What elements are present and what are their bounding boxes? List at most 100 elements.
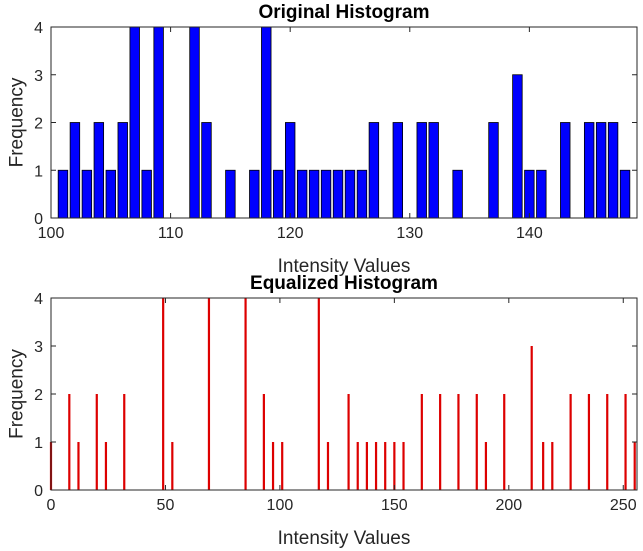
original-bar xyxy=(225,169,236,219)
original-bar xyxy=(583,122,595,219)
equalized-bar xyxy=(420,394,423,490)
equalized-bar xyxy=(95,394,98,490)
equalized-bar xyxy=(633,442,636,490)
equalized-bar xyxy=(347,394,350,490)
equalized-bar xyxy=(484,442,488,490)
original-bar xyxy=(201,122,212,219)
equalized-bar xyxy=(542,442,545,490)
equalized-histogram-plot: 0 50 100 150 200 250 0 1 2 3 4 Equalized Histogram… xyxy=(7,273,638,549)
original-bar xyxy=(452,169,463,219)
equalized-histogram-title: Equalized Histogram xyxy=(250,273,438,294)
equalized-y-tick-label: 2 xyxy=(34,387,43,404)
original-bar xyxy=(153,26,164,219)
original-y-tick-label: 2 xyxy=(34,116,43,133)
original-bar xyxy=(284,122,296,219)
original-y-tick-label: 4 xyxy=(34,20,43,37)
original-bar xyxy=(512,74,523,219)
original-bar xyxy=(344,169,356,219)
equalized-histogram-axes-box xyxy=(50,297,638,491)
equalized-x-tick-label: 100 xyxy=(267,497,294,514)
equalized-bar xyxy=(457,394,460,490)
equalized-bar xyxy=(402,442,405,490)
original-bar xyxy=(428,122,439,219)
equalized-x-tick-label: 0 xyxy=(47,497,56,514)
equalized-bar xyxy=(244,298,247,490)
equalized-bar xyxy=(439,394,442,490)
equalized-x-tick-label: 250 xyxy=(610,497,637,514)
original-y-tick-label: 1 xyxy=(34,163,43,180)
original-bar xyxy=(524,169,535,219)
original-y-tick-label: 3 xyxy=(34,68,43,85)
original-bar xyxy=(308,169,320,219)
equalized-bar xyxy=(123,394,126,490)
equalized-histogram-xlabel: Intensity Values xyxy=(278,528,411,549)
equalized-histogram-ticks: 0 50 100 150 200 250 0 1 2 3 4 xyxy=(34,291,637,514)
original-bar xyxy=(416,122,427,219)
equalized-bar xyxy=(77,442,80,490)
equalized-bar xyxy=(393,442,396,490)
equalized-y-tick-label: 0 xyxy=(34,483,43,500)
equalized-bar xyxy=(365,442,368,490)
original-y-tick-label: 0 xyxy=(34,211,43,228)
original-bar xyxy=(249,169,260,219)
original-bar xyxy=(536,169,547,219)
equalized-bar xyxy=(104,442,108,490)
original-bar xyxy=(57,169,69,219)
equalized-bar xyxy=(356,442,359,490)
equalized-bar xyxy=(587,394,591,490)
original-bar xyxy=(93,122,105,219)
original-bar xyxy=(607,122,619,219)
original-bar xyxy=(129,26,140,219)
original-histogram-ylabel: Frequency xyxy=(7,77,28,167)
equalized-bar xyxy=(475,394,478,490)
original-bar xyxy=(320,169,332,219)
equalized-bar xyxy=(624,394,627,490)
original-x-tick-label: 120 xyxy=(277,225,304,242)
original-bar xyxy=(296,169,308,219)
original-x-tick-label: 100 xyxy=(38,225,65,242)
original-bar xyxy=(81,169,93,219)
original-x-tick-label: 110 xyxy=(158,225,184,242)
equalized-bar xyxy=(262,394,265,490)
original-bar xyxy=(261,26,272,219)
original-bar xyxy=(488,122,499,219)
equalized-bar xyxy=(317,298,320,490)
original-bar xyxy=(105,169,116,219)
original-histogram-title: Original Histogram xyxy=(258,2,429,23)
equalized-bar xyxy=(530,346,533,490)
original-x-tick-label: 140 xyxy=(516,225,543,242)
equalized-bar xyxy=(326,442,330,490)
original-histogram-ticks: 100 110 120 130 140 0 1 2 3 4 xyxy=(34,20,637,242)
original-bar xyxy=(392,122,403,219)
equalized-bar xyxy=(384,442,387,490)
original-bar xyxy=(69,122,81,219)
original-bar xyxy=(189,26,200,219)
equalized-x-tick-label: 200 xyxy=(495,497,522,514)
equalized-y-tick-label: 1 xyxy=(34,435,43,452)
equalized-bar xyxy=(551,442,554,490)
equalized-histogram-bars xyxy=(49,298,636,490)
equalized-bar xyxy=(171,442,174,490)
equalized-bar xyxy=(374,442,378,490)
equalized-bar xyxy=(207,298,211,490)
equalized-y-tick-label: 3 xyxy=(34,339,43,356)
original-bar xyxy=(595,122,607,219)
original-x-tick-label: 130 xyxy=(396,225,423,242)
equalized-bar xyxy=(68,394,71,490)
equalized-bar xyxy=(162,298,165,490)
equalized-histogram-ylabel: Frequency xyxy=(7,349,28,439)
original-histogram-bars xyxy=(57,26,631,219)
original-bar xyxy=(332,169,344,219)
original-bar xyxy=(141,169,152,219)
original-bar xyxy=(117,122,128,219)
equalized-bar xyxy=(606,394,609,490)
original-bar xyxy=(619,169,631,219)
equalized-x-tick-label: 150 xyxy=(381,497,408,514)
original-histogram-xlabel: Intensity Values xyxy=(278,256,411,277)
original-bar xyxy=(356,169,368,219)
equalized-bar xyxy=(569,394,572,490)
equalized-bar xyxy=(281,442,284,490)
equalized-bar xyxy=(503,394,506,490)
